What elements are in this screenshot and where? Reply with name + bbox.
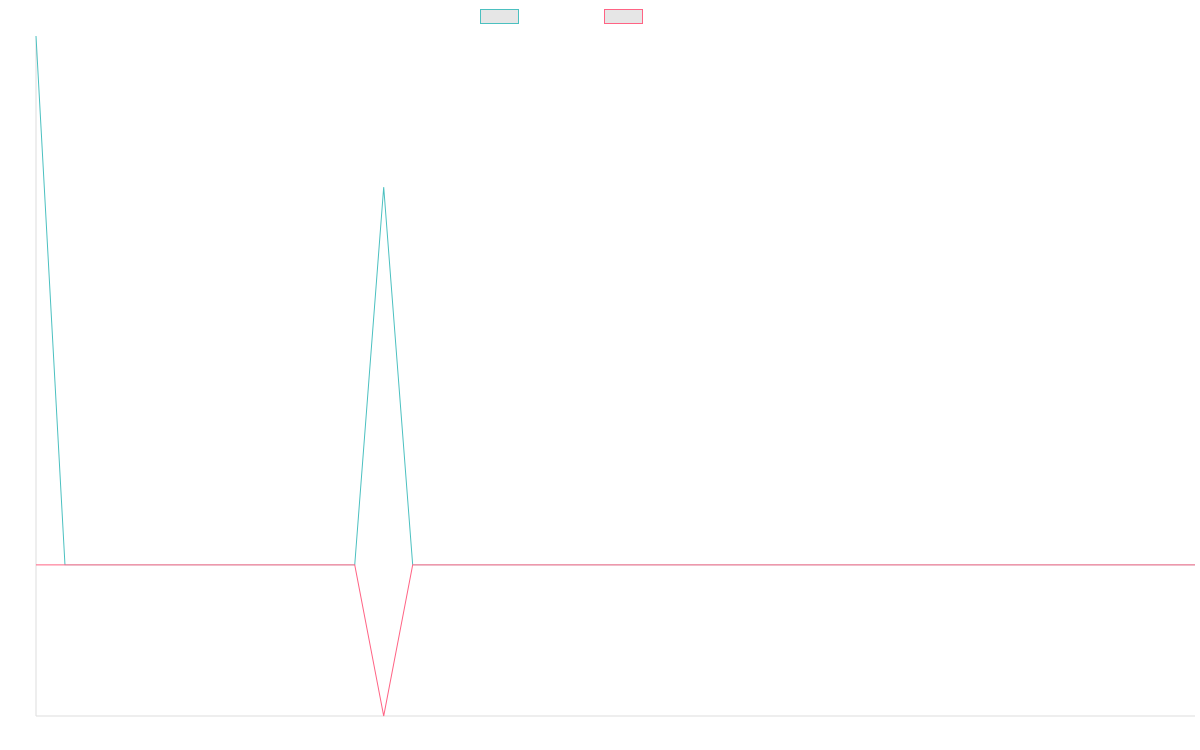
- series-1-line: [35, 35, 1195, 566]
- legend-swatch-series-1[interactable]: [480, 9, 519, 24]
- legend-swatch-series-2[interactable]: [604, 9, 643, 24]
- chart-legend: [480, 9, 646, 27]
- series-2-line: [36, 564, 1195, 717]
